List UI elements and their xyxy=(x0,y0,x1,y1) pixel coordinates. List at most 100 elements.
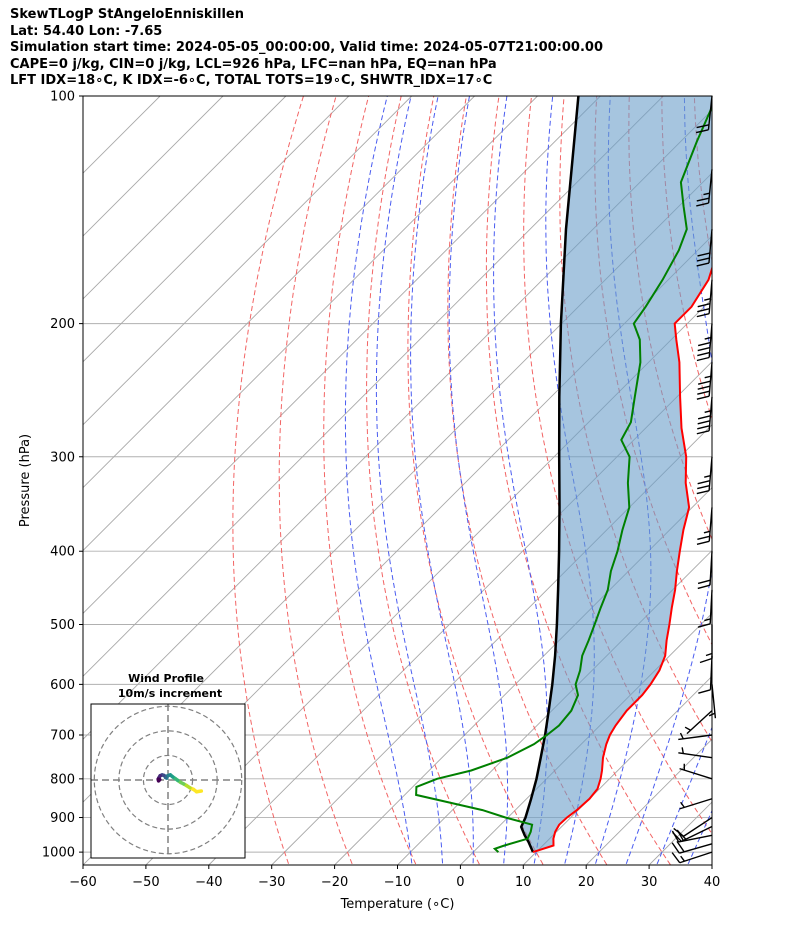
moist-adiabat xyxy=(493,96,548,865)
isotherm-gridline xyxy=(83,96,475,489)
hodograph-title: Wind Profile xyxy=(128,672,204,685)
dry-adiabat xyxy=(278,96,354,865)
moist-adiabat xyxy=(375,96,444,865)
wind-barb-flag xyxy=(697,579,711,585)
wind-barb-flag xyxy=(695,129,709,134)
wind-barb-flag xyxy=(696,124,710,129)
wind-barb-shaft xyxy=(681,825,713,843)
wind-barb-flag xyxy=(697,390,710,395)
wind-barb-shaft xyxy=(708,456,713,491)
wind-barb-shaft xyxy=(679,851,713,864)
wind-barb-flag xyxy=(697,623,711,628)
chart-header: SkewTLogP StAngeloEnniskillen Lat: 54.40… xyxy=(10,7,603,90)
wind-barb-flag xyxy=(696,202,709,207)
wind-barb-half-flag xyxy=(680,801,685,808)
dewpoint-line xyxy=(415,104,712,853)
wind-barb xyxy=(696,507,713,545)
wind-barb xyxy=(678,732,713,741)
x-tick-label: −20 xyxy=(321,875,348,890)
wind-barb xyxy=(696,169,713,207)
wind-barb xyxy=(695,95,713,134)
wind-barb-half-flag xyxy=(708,712,716,717)
wind-barb xyxy=(696,456,713,495)
wind-barb-flag xyxy=(696,312,710,318)
x-tick-label: 10 xyxy=(515,875,532,890)
wind-barb-shaft xyxy=(709,551,713,586)
wind-barb xyxy=(708,684,717,719)
indices-line: LFT IDX=18∘C, K IDX=-6∘C, TOTAL TOTS=19∘… xyxy=(10,73,493,88)
isotherm-gridline xyxy=(145,298,712,865)
wind-barb xyxy=(671,851,713,864)
wind-barb-flag xyxy=(696,395,710,400)
dry-adiabat xyxy=(366,96,481,865)
isotherm-gridline xyxy=(271,424,712,865)
wind-barb-shaft xyxy=(711,684,717,719)
wind-barb-shaft xyxy=(679,798,713,810)
wind-barb-flag xyxy=(697,385,711,390)
wind-barb xyxy=(698,655,713,694)
wind-barb-shaft xyxy=(683,816,713,837)
wind-barb-flag xyxy=(672,831,682,842)
moist-adiabat xyxy=(687,809,712,865)
isotherm-gridline xyxy=(334,486,712,865)
wind-barb-shaft xyxy=(709,589,713,624)
wind-barb-flag xyxy=(696,262,710,267)
wind-barb-flag xyxy=(697,479,711,485)
wind-barb-half-flag xyxy=(704,336,712,340)
wind-barb-flag xyxy=(697,484,710,490)
wind-barb-flag xyxy=(696,489,710,495)
wind-barb-flag xyxy=(696,540,710,545)
wind-barb xyxy=(697,589,713,628)
stability-line: CAPE=0 j/kg, CIN=0 j/kg, LCL=926 hPa, LF… xyxy=(10,56,497,72)
wind-barb-shaft xyxy=(708,279,713,314)
moist-adiabat xyxy=(344,96,413,865)
wind-barb xyxy=(673,816,713,837)
parcel-line xyxy=(519,96,580,853)
wind-barb-shaft xyxy=(707,95,713,130)
wind-barb xyxy=(678,747,713,759)
wind-barb-shaft xyxy=(678,734,713,741)
wind-barb-flag xyxy=(697,351,710,357)
wind-barb-flag xyxy=(696,430,710,435)
wind-barb-half-flag xyxy=(704,298,711,301)
wind-barb-half-flag xyxy=(704,375,712,379)
wind-barb-shaft xyxy=(679,843,713,854)
plot-area xyxy=(83,79,794,871)
wind-barb-flag xyxy=(698,689,711,694)
wind-barb-shaft xyxy=(709,655,713,690)
dry-adiabat xyxy=(790,79,794,871)
wind-barb-flag xyxy=(697,341,711,347)
wind-barb-flag xyxy=(699,657,713,664)
location-line: Lat: 54.40 Lon: -7.65 xyxy=(10,23,163,39)
x-tick-label: −30 xyxy=(258,875,285,890)
wind-barb-shaft xyxy=(678,752,713,759)
wind-barb-flag xyxy=(697,425,710,430)
dry-adiabat xyxy=(758,79,794,871)
isotherm-gridline xyxy=(83,96,350,363)
wind-barb-flag xyxy=(697,303,711,308)
wind-barb-half-flag xyxy=(705,652,713,657)
wind-barb xyxy=(696,229,713,267)
wind-barb-flag xyxy=(697,415,711,420)
wind-barb xyxy=(671,840,713,854)
moist-adiabat xyxy=(410,96,474,865)
wind-barb-shaft xyxy=(708,229,713,264)
wind-barb-half-flag xyxy=(684,726,691,731)
isotherm-gridline xyxy=(83,96,413,426)
y-tick-label: 400 xyxy=(50,545,75,560)
wind-barb-shaft xyxy=(707,169,713,204)
wind-barb xyxy=(679,798,713,810)
moist-adiabat xyxy=(448,96,509,865)
wind-barb xyxy=(684,710,713,735)
y-tick-label: 700 xyxy=(50,728,75,743)
temperature-line xyxy=(532,265,712,854)
wind-barb-flag xyxy=(697,346,711,352)
wind-barb-half-flag xyxy=(681,747,684,754)
wind-barb-half-flag xyxy=(703,192,710,196)
isotherm-gridline xyxy=(83,96,287,300)
wind-barb-half-flag xyxy=(704,618,711,622)
dry-adiabat xyxy=(726,79,794,871)
wind-barb-flag xyxy=(697,307,710,313)
y-tick-label: 1000 xyxy=(42,846,75,861)
